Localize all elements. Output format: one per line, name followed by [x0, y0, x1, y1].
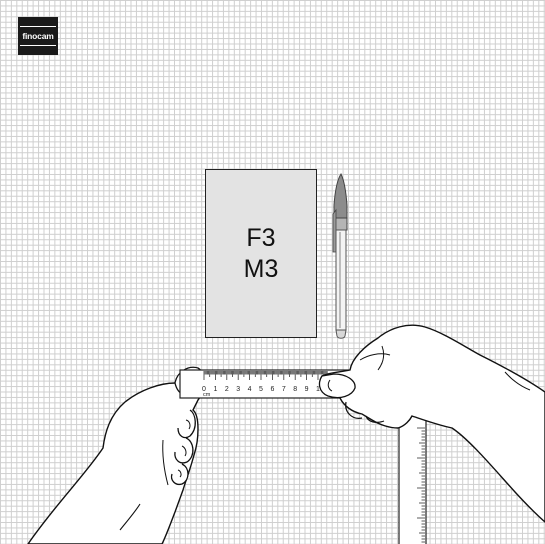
ruler-number: 6	[270, 386, 274, 393]
ruler-number: 7	[282, 386, 286, 393]
finocam-logo: finocam	[18, 17, 58, 55]
ruler-number: 4	[248, 386, 252, 393]
pen-icon	[332, 173, 348, 339]
right-hand-icon	[318, 324, 545, 523]
notebook-format-label: F3	[246, 223, 276, 252]
notebook-grid-label: M3	[243, 254, 279, 283]
notebook-size-illustration: F3 M3	[205, 169, 317, 338]
ruler-number: 0	[202, 386, 206, 393]
ruler-number: 5	[259, 386, 263, 393]
logo-text: finocam	[22, 31, 54, 41]
vertical-ruler	[398, 411, 427, 544]
ruler-number: 1	[316, 386, 320, 393]
left-hand-icon	[27, 366, 204, 544]
ruler-unit-label: cm	[203, 392, 211, 398]
ruler-number: 3	[236, 386, 240, 393]
ruler-number: 8	[293, 386, 297, 393]
ruler-number: 1	[213, 386, 217, 393]
ruler-number: 9	[305, 386, 309, 393]
ruler-number: 2	[225, 386, 229, 393]
